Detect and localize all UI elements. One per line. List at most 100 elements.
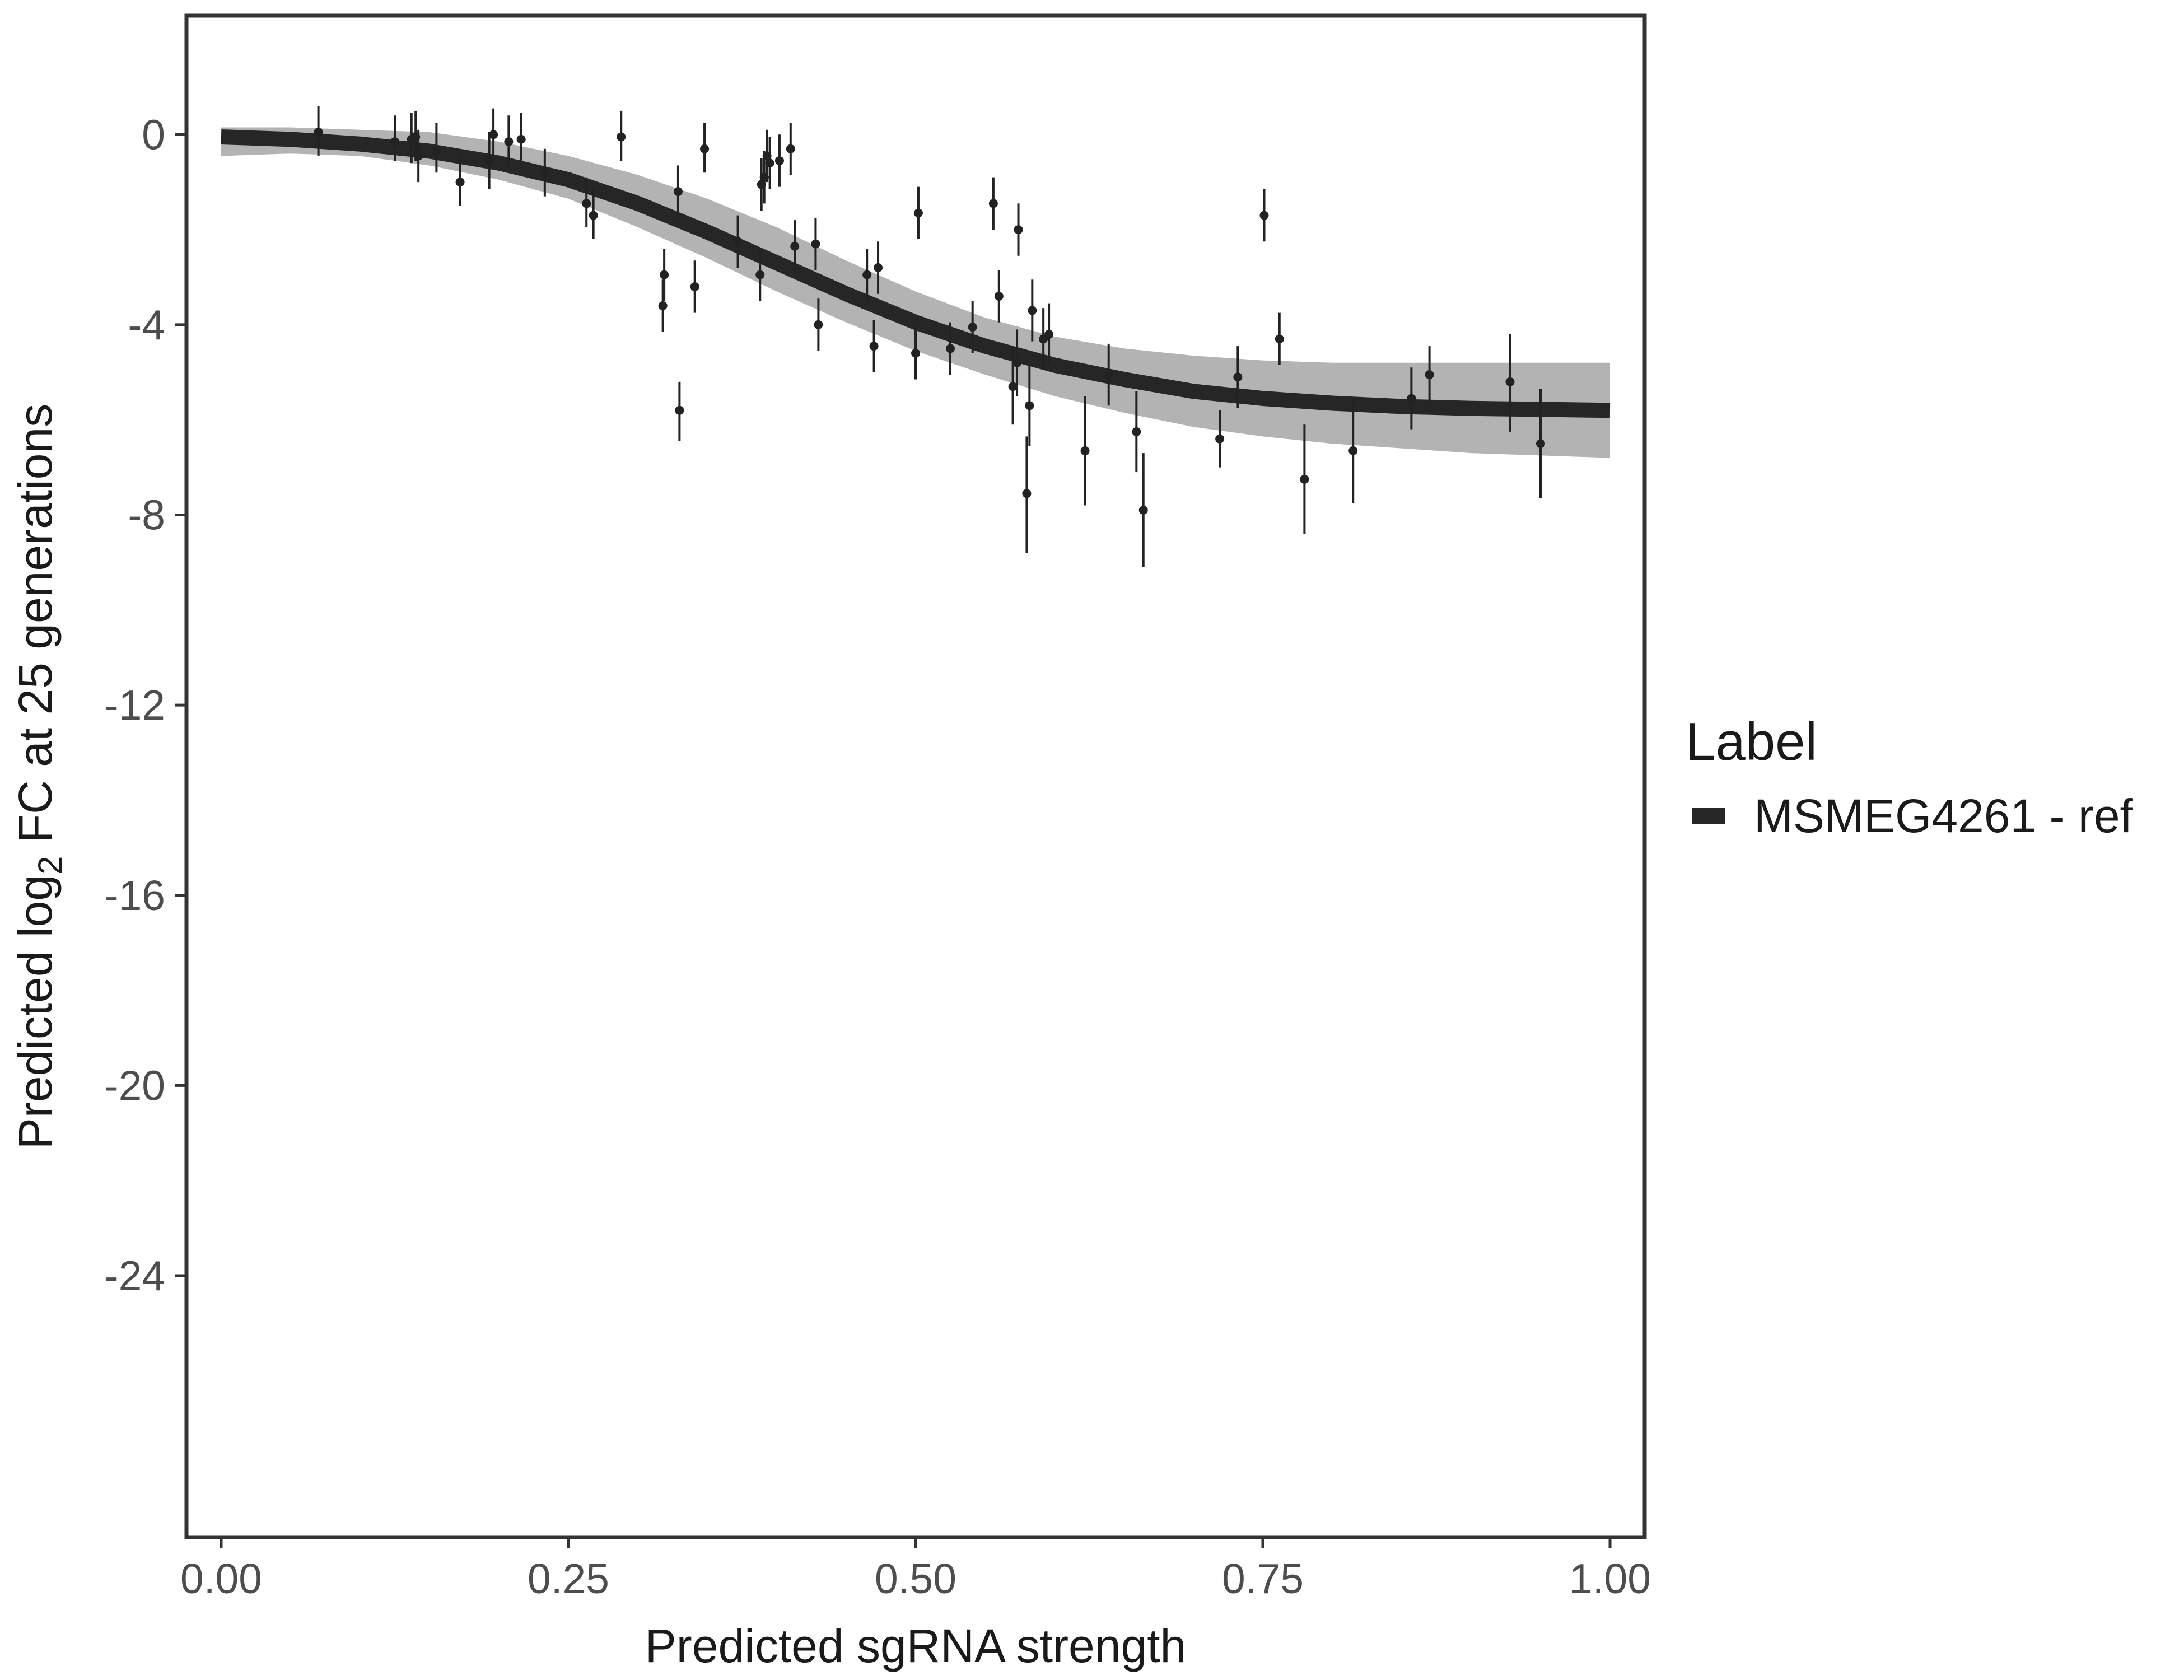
data-point — [1215, 410, 1225, 468]
point-marker — [1407, 394, 1416, 403]
point-marker — [765, 158, 774, 168]
point-marker — [1022, 489, 1032, 498]
point-marker — [1300, 474, 1309, 484]
fit-curve — [221, 129, 1611, 418]
data-point — [862, 249, 872, 301]
point-marker — [1259, 211, 1269, 220]
data-point — [774, 134, 784, 187]
data-point — [1132, 391, 1141, 473]
fit-curve-layer — [221, 129, 1611, 418]
point-marker — [786, 144, 795, 153]
point-marker — [390, 137, 399, 147]
x-axis-title: Predicted sgRNA strength — [645, 1620, 1187, 1672]
y-tick-label: 0 — [142, 111, 165, 158]
data-point — [1348, 398, 1358, 503]
data-point — [1407, 367, 1416, 430]
point-marker — [814, 320, 823, 329]
y-tick-label: -24 — [105, 1252, 165, 1299]
point-marker — [700, 144, 710, 153]
data-point — [673, 165, 683, 218]
point-marker — [1132, 427, 1141, 436]
point-marker — [540, 168, 549, 178]
y-tick-label: -20 — [105, 1062, 165, 1109]
point-marker — [1536, 439, 1545, 449]
data-point — [765, 137, 774, 189]
data-point — [455, 156, 465, 206]
legend-entry-label: MSMEG4261 - ref — [1754, 790, 2134, 842]
x-tick-label: 1.00 — [1569, 1555, 1651, 1602]
legend-title: Label — [1686, 712, 1817, 772]
data-point — [1012, 329, 1022, 396]
x-tick-label: 0.50 — [875, 1555, 956, 1602]
data-point — [690, 260, 699, 313]
data-point — [484, 132, 494, 189]
data-point — [516, 113, 526, 161]
data-point — [1275, 312, 1284, 366]
data-point — [1233, 346, 1243, 408]
data-point — [814, 298, 823, 351]
point-marker — [1028, 306, 1037, 315]
data-point — [1014, 203, 1023, 256]
data-point — [790, 220, 800, 273]
data-point — [1022, 436, 1032, 553]
point-marker — [675, 405, 684, 415]
data-point — [1104, 343, 1113, 406]
point-marker — [414, 151, 423, 161]
point-marker — [455, 178, 465, 187]
point-marker — [862, 270, 872, 279]
data-point — [658, 279, 668, 332]
data-point — [617, 110, 626, 161]
data-point — [1138, 453, 1148, 567]
point-marker — [911, 348, 920, 358]
point-marker — [1505, 377, 1515, 386]
point-marker — [690, 282, 699, 291]
point-marker — [1215, 434, 1225, 444]
point-marker — [589, 211, 598, 220]
data-point — [314, 106, 323, 156]
y-tick-label: -12 — [105, 682, 165, 729]
data-point — [700, 123, 710, 173]
point-marker — [874, 263, 883, 273]
y-axis-title-subscript: 2 — [31, 856, 69, 875]
legend-key-swatch — [1692, 808, 1725, 824]
point-marker — [946, 344, 955, 353]
point-marker — [774, 156, 784, 165]
data-point — [540, 148, 549, 197]
uncertainty-band-area — [221, 127, 1610, 458]
point-marker — [869, 342, 879, 351]
data-point — [913, 186, 923, 240]
point-marker — [1275, 334, 1284, 344]
point-marker — [755, 270, 765, 279]
point-marker — [489, 130, 498, 139]
point-marker — [988, 199, 998, 208]
point-marker — [504, 137, 514, 147]
point-marker — [617, 132, 626, 142]
point-marker — [432, 146, 441, 156]
point-marker — [790, 241, 800, 251]
point-marker — [660, 270, 669, 279]
y-tick-label: -16 — [105, 872, 165, 919]
data-point — [968, 301, 977, 353]
data-point — [489, 108, 498, 164]
data-point — [1300, 424, 1309, 534]
y-axis-title-rest: FC at 25 generations — [9, 404, 62, 856]
data-point — [589, 186, 598, 240]
data-point — [733, 215, 743, 268]
data-point — [869, 320, 879, 372]
point-marker — [913, 208, 923, 218]
data-point — [786, 123, 795, 175]
data-point — [414, 129, 423, 183]
data-point — [1425, 346, 1434, 403]
data-point — [660, 249, 669, 301]
point-marker — [658, 301, 668, 310]
point-marker — [1425, 370, 1434, 380]
x-axis: 0.00 0.25 0.50 0.75 1.00 — [180, 1539, 1651, 1602]
y-axis-title-main: Predicted log — [9, 875, 62, 1149]
data-point — [946, 322, 955, 375]
point-marker — [673, 187, 683, 197]
data-point — [755, 249, 765, 301]
data-points — [314, 106, 1545, 567]
point-marker — [733, 237, 743, 246]
x-tick-label: 0.25 — [528, 1555, 609, 1602]
